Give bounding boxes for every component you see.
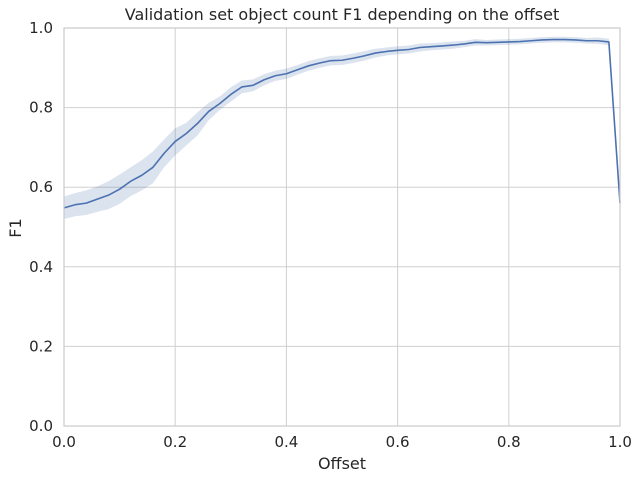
y-tick-label: 0.4 (29, 258, 53, 276)
y-tick-label: 0.8 (29, 99, 53, 117)
series-line (63, 38, 621, 209)
plot-frame (63, 27, 621, 427)
confidence-band (64, 36, 620, 220)
x-tick-label: 0.2 (163, 433, 187, 451)
y-axis-label: F1 (6, 218, 25, 237)
y-tick-label: 0.6 (29, 178, 53, 196)
x-tick-labels: 0.0 0.2 0.4 0.6 0.8 1.0 (52, 433, 632, 451)
x-axis-label: Offset (318, 454, 366, 473)
y-tick-label: 0.0 (29, 417, 53, 435)
x-tick-label: 0.8 (497, 433, 521, 451)
x-tick-label: 0.4 (274, 433, 298, 451)
x-tick-label: 0.0 (52, 433, 76, 451)
series-line-layer (63, 38, 621, 209)
y-tick-label: 0.2 (29, 337, 53, 355)
y-tick-labels: 0.0 0.2 0.4 0.6 0.8 1.0 (29, 19, 53, 435)
grid (63, 27, 621, 427)
x-tick-label: 1.0 (608, 433, 632, 451)
y-tick-label: 1.0 (29, 19, 53, 37)
x-tick-label: 0.6 (386, 433, 410, 451)
chart-title: Validation set object count F1 depending… (125, 5, 559, 24)
confidence-band-layer (64, 36, 620, 220)
